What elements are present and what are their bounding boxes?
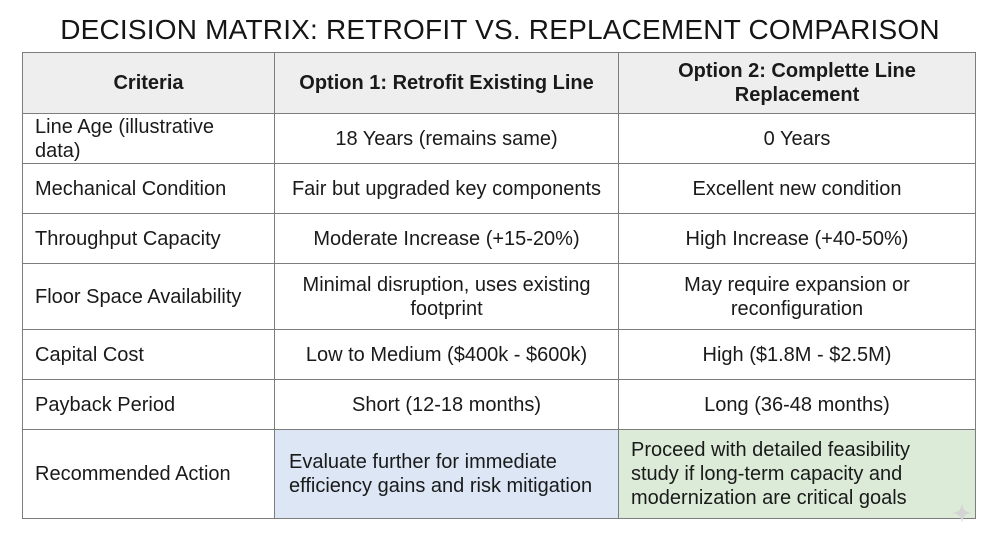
table-row: Floor Space Availability Minimal disrupt… bbox=[22, 263, 976, 330]
option2-header-line2: Replacement bbox=[734, 84, 860, 106]
option1-cell-line1: Minimal disruption, uses existing bbox=[302, 273, 591, 296]
table-row: Recommended Action Evaluate further for … bbox=[22, 429, 976, 519]
header-row: Criteria Option 1: Retrofit Existing Lin… bbox=[22, 52, 976, 114]
option2-recommendation-cell: Proceed with detailed feasibility study … bbox=[618, 429, 976, 519]
criteria-cell: Line Age (illustrative data) bbox=[22, 113, 275, 164]
option1-column-header: Option 1: Retrofit Existing Line bbox=[274, 52, 619, 114]
table-row: Line Age (illustrative data) 18 Years (r… bbox=[22, 113, 976, 164]
criteria-cell: Payback Period bbox=[22, 379, 275, 430]
option2-recommendation-line1: Proceed with detailed feasibility bbox=[631, 439, 911, 461]
option1-recommendation-line1: Evaluate further for immediate bbox=[289, 451, 557, 473]
option2-recommendation-line3: modernization are critical goals bbox=[631, 487, 907, 509]
option2-cell-line2: reconfiguration bbox=[730, 297, 864, 320]
table-row: Capital Cost Low to Medium ($400k - $600… bbox=[22, 329, 976, 380]
option1-cell-line2: footprint bbox=[410, 297, 483, 320]
criteria-cell: Mechanical Condition bbox=[22, 163, 275, 214]
option2-cell: High ($1.8M - $2.5M) bbox=[618, 329, 976, 380]
option2-recommendation-line2: study if long-term capacity and bbox=[631, 463, 903, 485]
sparkle-icon bbox=[952, 503, 972, 523]
option2-cell: High Increase (+40-50%) bbox=[618, 213, 976, 264]
option2-header-line1: Option 2: Complette Line bbox=[678, 60, 916, 82]
option2-column-header: Option 2: Complette Line Replacement bbox=[618, 52, 976, 114]
option1-recommendation-line2: efficiency gains and risk mitigation bbox=[289, 475, 593, 497]
page-title: DECISION MATRIX: RETROFIT VS. REPLACEMEN… bbox=[60, 14, 940, 45]
table-row: Payback Period Short (12-18 months) Long… bbox=[22, 379, 976, 430]
option1-cell: Fair but upgraded key components bbox=[274, 163, 619, 214]
criteria-column-header: Criteria bbox=[22, 52, 275, 114]
table-row: Throughput Capacity Moderate Increase (+… bbox=[22, 213, 976, 264]
option2-cell: May require expansion or reconfiguration bbox=[618, 263, 976, 330]
option2-cell: 0 Years bbox=[618, 113, 976, 164]
option2-cell-line1: May require expansion or bbox=[684, 273, 910, 296]
criteria-cell: Recommended Action bbox=[22, 429, 275, 519]
option1-cell: 18 Years (remains same) bbox=[274, 113, 619, 164]
table-row: Mechanical Condition Fair but upgraded k… bbox=[22, 163, 976, 214]
option1-cell: Low to Medium ($400k - $600k) bbox=[274, 329, 619, 380]
criteria-cell: Capital Cost bbox=[22, 329, 275, 380]
criteria-cell: Throughput Capacity bbox=[22, 213, 275, 264]
option1-cell: Short (12-18 months) bbox=[274, 379, 619, 430]
option1-cell: Moderate Increase (+15-20%) bbox=[274, 213, 619, 264]
option1-recommendation-cell: Evaluate further for immediate efficienc… bbox=[274, 429, 619, 519]
decision-matrix-table: Criteria Option 1: Retrofit Existing Lin… bbox=[22, 52, 976, 519]
option2-cell: Long (36-48 months) bbox=[618, 379, 976, 430]
option2-cell: Excellent new condition bbox=[618, 163, 976, 214]
option1-cell: Minimal disruption, uses existing footpr… bbox=[274, 263, 619, 330]
criteria-cell: Floor Space Availability bbox=[22, 263, 275, 330]
